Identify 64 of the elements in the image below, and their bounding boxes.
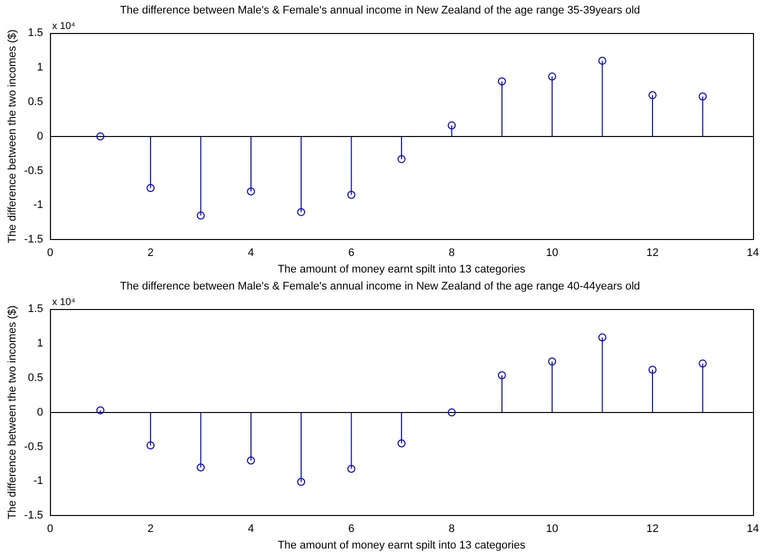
chart-title: The difference between Male's & Female's annual income in New Zealand of the age range 35-39years old xyxy=(120,4,640,17)
y-axis-title: The difference between the two incomes ($) xyxy=(6,29,19,244)
point xyxy=(598,333,606,342)
point xyxy=(648,91,656,100)
y-tick-label: 1.5 xyxy=(28,27,44,40)
y-tick-label: 1 xyxy=(37,338,44,350)
y-tick-label: -1 xyxy=(33,475,44,488)
point xyxy=(448,408,456,416)
y-tick-label: 1.5 xyxy=(28,303,44,316)
y-tick-label: -1.5 xyxy=(24,234,44,246)
point xyxy=(398,439,406,448)
x-tick-label: 14 xyxy=(746,523,760,536)
x-tick-label: 12 xyxy=(646,523,659,536)
point xyxy=(548,72,556,81)
y-tick-label: 1 xyxy=(37,62,44,74)
point xyxy=(297,478,306,486)
point xyxy=(347,190,356,199)
point xyxy=(146,184,155,192)
text: x 10⁴ xyxy=(52,296,76,308)
x-tick-label: 10 xyxy=(546,247,558,260)
y-tick-label: -0.5 xyxy=(24,164,44,177)
x-tick-label: 6 xyxy=(348,523,354,536)
chart-title: The difference between Male's & Female's annual income in New Zealand of the age range 40-44years old xyxy=(120,280,640,293)
x-tick-label: 2 xyxy=(147,523,154,536)
x-tick-label: 8 xyxy=(448,523,455,536)
x-tick-label: 12 xyxy=(646,247,659,260)
x-tick-label: 10 xyxy=(546,523,558,536)
x-tick-label: 14 xyxy=(746,247,760,260)
x-axis-title: The amount of money earnt spilt into 13 categories xyxy=(278,263,526,276)
y-tick-label: -0.5 xyxy=(24,440,44,453)
point xyxy=(498,371,506,380)
point xyxy=(698,360,707,368)
point xyxy=(347,464,356,473)
x-tick-label: 6 xyxy=(348,247,354,260)
x-tick-label: 4 xyxy=(248,247,254,260)
text: x 10⁴ xyxy=(52,20,76,32)
x-tick-label: 2 xyxy=(147,247,154,260)
point xyxy=(196,463,205,472)
point xyxy=(297,208,306,216)
point xyxy=(448,121,456,130)
point xyxy=(598,56,606,65)
y-tick-label: 0.5 xyxy=(28,372,44,384)
point xyxy=(246,456,255,465)
point xyxy=(146,441,155,450)
y-tick-label: 0 xyxy=(37,406,44,418)
point xyxy=(96,406,104,414)
point xyxy=(498,77,506,86)
x-tick-label: 4 xyxy=(248,523,254,536)
point xyxy=(648,366,656,374)
x-tick-label: 8 xyxy=(448,247,455,260)
point xyxy=(698,92,707,100)
x-tick-label: 0 xyxy=(47,247,54,260)
point xyxy=(246,187,255,196)
y-axis-title: The difference between the two incomes ($) xyxy=(6,305,19,520)
point xyxy=(196,212,205,220)
y-tick-label: 0 xyxy=(37,130,44,142)
point xyxy=(96,132,104,140)
point xyxy=(398,155,406,164)
x-axis-title: The amount of money earnt spilt into 13 categories xyxy=(278,539,526,552)
y-tick-label: 0.5 xyxy=(28,96,44,108)
y-tick-label: -1.5 xyxy=(24,510,44,522)
y-tick-label: -1 xyxy=(33,199,44,212)
x-tick-label: 0 xyxy=(47,523,54,536)
point xyxy=(548,357,556,366)
